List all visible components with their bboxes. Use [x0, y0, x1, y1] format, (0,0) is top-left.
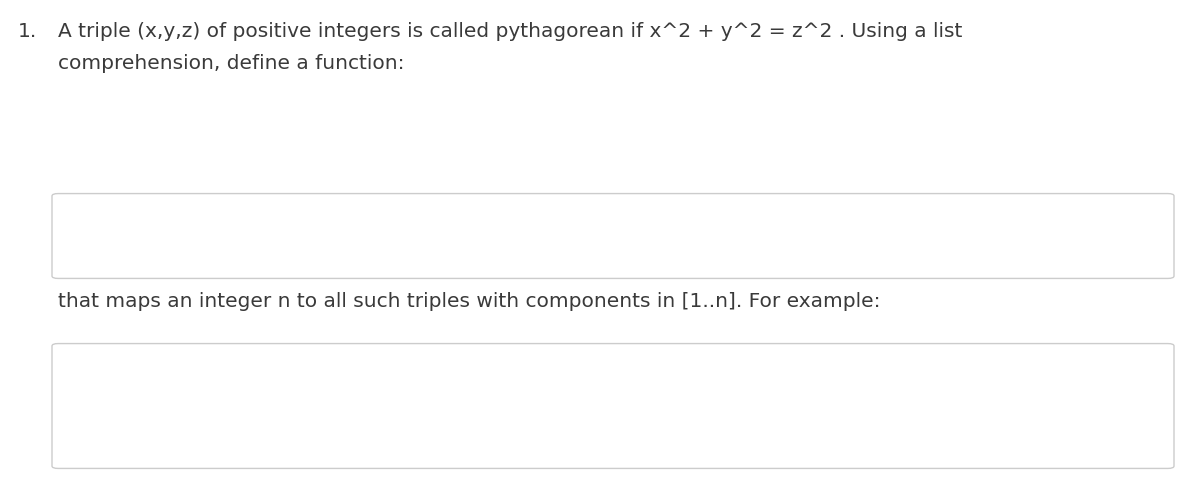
- Text: comprehension, define a function:: comprehension, define a function:: [58, 54, 404, 73]
- Text: A triple (x,y,z) of positive integers is called pythagorean if x^2 + y^2 = z^2 .: A triple (x,y,z) of positive integers is…: [58, 22, 962, 41]
- Text: ,: ,: [383, 227, 395, 246]
- Text: 1.: 1.: [18, 22, 37, 41]
- Text: Int: Int: [347, 227, 383, 246]
- Text: ,: ,: [335, 227, 347, 246]
- Text: 5: 5: [178, 368, 190, 387]
- Text: Int: Int: [395, 227, 432, 246]
- Text: that maps an integer n to all such triples with components in [1..n]. For exampl: that maps an integer n to all such tripl…: [58, 291, 881, 310]
- Text: [(: [(: [274, 227, 299, 246]
- Text: pyths: pyths: [80, 227, 152, 246]
- Text: Int: Int: [299, 227, 335, 246]
- Text: [(3,4,5),(4,3,5)]: [(3,4,5),(4,3,5)]: [80, 425, 286, 444]
- Text: Int: Int: [190, 227, 226, 246]
- Text: )]: )]: [432, 227, 456, 246]
- Text: ::: ::: [152, 227, 190, 246]
- Text: ->: ->: [226, 227, 274, 246]
- Text: > pyths: > pyths: [80, 368, 178, 387]
